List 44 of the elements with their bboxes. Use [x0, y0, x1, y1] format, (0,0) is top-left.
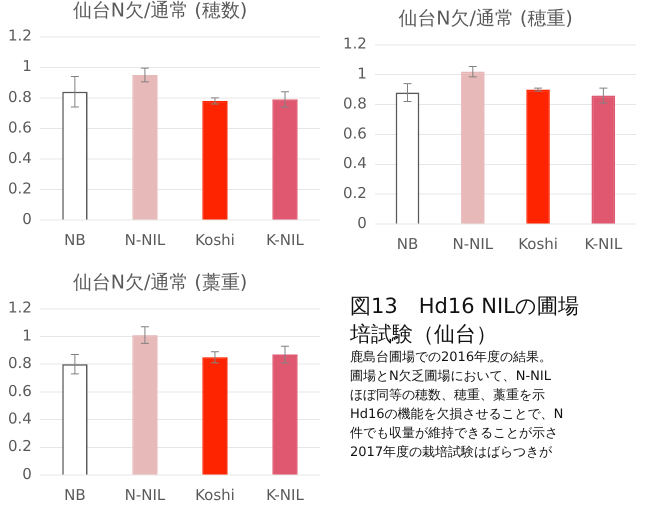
x-tick-label: N-NIL [124, 486, 166, 504]
x-tick-label: Koshi [195, 486, 235, 504]
y-tick-label: 1.2 [342, 34, 367, 53]
y-tick-label: 1 [22, 57, 32, 76]
x-tick-label: N-NIL [124, 230, 166, 249]
y-tick-label: 0.6 [8, 382, 32, 400]
x-tick-label: NB [64, 230, 86, 249]
text: 2017年度の栽培試験はばらつきが [350, 444, 554, 462]
y-tick-label: 0.8 [8, 88, 32, 106]
chart-title: 仙台N欠/通常 (穂重) [398, 7, 573, 30]
y-tick-label: 0.6 [342, 124, 367, 142]
text: 件でも収量が維持できることが示さ [350, 425, 559, 443]
y-tick-label: 0.8 [8, 354, 32, 372]
x-tick-label: Koshi [195, 230, 235, 249]
y-tick-label: 0.4 [8, 148, 32, 167]
y-tick-label: 1.2 [8, 26, 32, 45]
y-tick-label: 1 [357, 64, 367, 83]
x-tick-label: K-NIL [266, 486, 304, 504]
text: Hd16の機能を欠損させることで、N [350, 406, 564, 424]
text: ほぼ同等の穂数、穂重、藁重を示 [350, 387, 546, 405]
y-tick-label: 0.4 [8, 409, 32, 428]
text: 圃場とN欠乏圃場において、N-NIL [350, 368, 552, 386]
text: 図13 Hd16 NILの圃場 [350, 293, 580, 320]
x-tick-label: N-NIL [452, 234, 494, 253]
y-tick-label: 0 [22, 210, 32, 228]
x-tick-label: K-NIL [584, 234, 623, 253]
x-tick-label: K-NIL [266, 230, 304, 249]
y-tick-label: 0.2 [8, 179, 32, 198]
y-tick-label: 0 [22, 464, 32, 483]
y-tick-label: 0.2 [8, 437, 32, 456]
y-tick-label: 1.2 [8, 298, 32, 317]
text: 鹿島台圃場での2016年度の結果。 [350, 349, 554, 367]
chart-title: 仙台N欠/通常 (穂数) [72, 0, 248, 22]
y-tick-label: 1 [22, 326, 32, 344]
y-tick-label: 0.4 [342, 154, 367, 172]
y-tick-label: 0.2 [342, 184, 367, 202]
x-tick-label: Koshi [518, 234, 558, 253]
text: 培試験（仙台） [350, 321, 498, 348]
chart-title: 仙台N欠/通常 (藁重) [72, 271, 248, 294]
y-tick-label: 0 [357, 214, 367, 232]
y-tick-label: 0.8 [342, 94, 367, 112]
x-tick-label: NB [396, 234, 418, 253]
x-tick-label: NB [64, 486, 86, 504]
y-tick-label: 0.6 [8, 118, 32, 136]
